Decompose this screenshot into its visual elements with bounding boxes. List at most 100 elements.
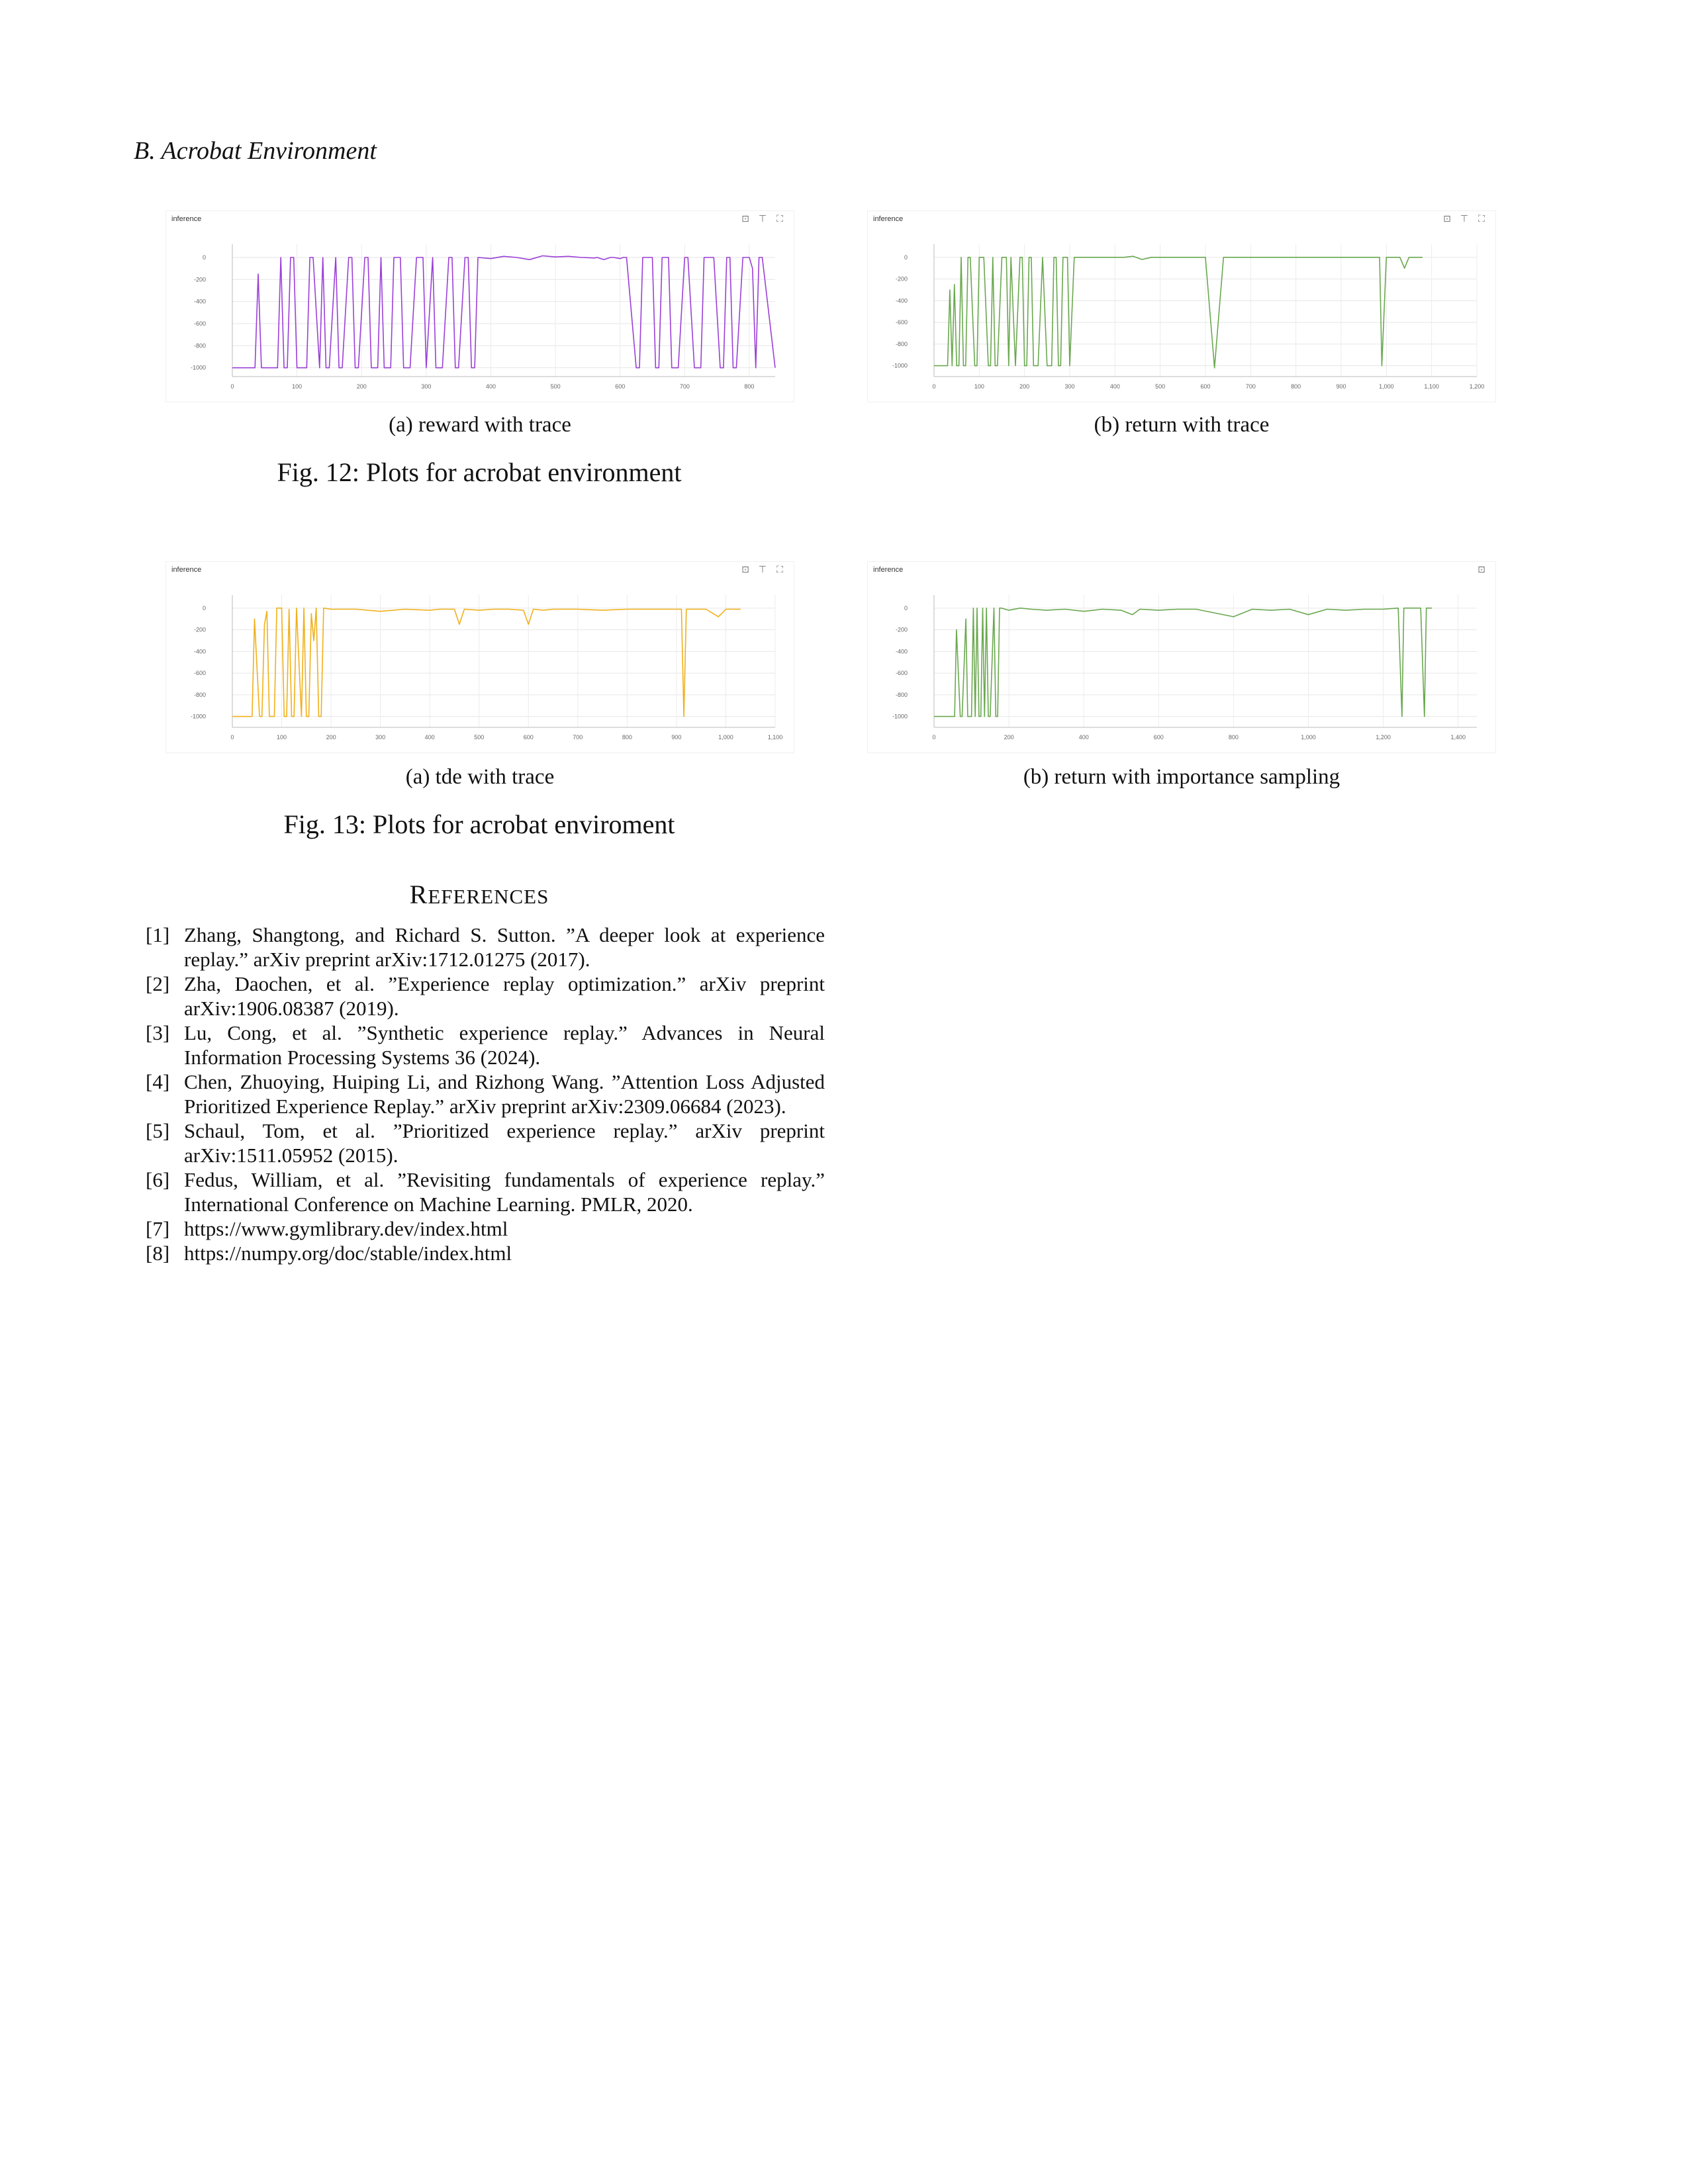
x-tick-label: 100 xyxy=(292,383,302,390)
y-tick-label: 0 xyxy=(203,605,206,612)
x-tick-label: 1,000 xyxy=(1379,383,1394,390)
x-tick-label: 600 xyxy=(615,383,625,390)
chart-title: inference xyxy=(873,566,904,574)
x-tick-label: 200 xyxy=(326,734,336,741)
x-tick-label: 1,400 xyxy=(1450,734,1466,741)
image-download-icon[interactable]: ⊡ xyxy=(1477,565,1485,575)
chart-title: inference xyxy=(171,566,202,574)
reference-item: [3] Lu, Cong, et al. ”Synthetic experienc… xyxy=(146,1021,825,1069)
chart-title: inference xyxy=(873,215,904,223)
x-tick-label: 500 xyxy=(474,734,484,741)
subcaption-return-with-trace: (b) return with trace xyxy=(1094,413,1270,437)
reference-item: [2] Zha, Daochen, et al. ”Experience repl… xyxy=(146,972,825,1020)
x-tick-label: 0 xyxy=(230,383,234,390)
section-heading: B. Acrobat Environment xyxy=(134,137,377,165)
y-tick-label: -600 xyxy=(896,319,908,326)
reward-with-trace-chart: 0 -200 -400 -600 -800 -1000 0 100 200 300 400 500 60… xyxy=(191,244,776,390)
x-tick-label: 500 xyxy=(1155,383,1165,390)
subcaption-tde-with-trace: (a) tde with trace xyxy=(405,765,555,789)
y-tick-label: -400 xyxy=(194,298,206,305)
x-tick-label: 700 xyxy=(573,734,583,741)
x-tick-label: 1,100 xyxy=(1424,383,1439,390)
x-tick-label: 400 xyxy=(486,383,496,390)
x-tick-label: 600 xyxy=(524,734,534,741)
expand-icon[interactable]: ⛶ xyxy=(776,214,783,224)
image-download-icon[interactable]: ⊡ xyxy=(741,565,749,575)
chart-panel-tde-with-trace: inference ⊡ ⊤ ⛶ 0 -200 -400 -600 -800 -1000 0 1… xyxy=(165,561,794,753)
return-with-trace-chart: 0 -200 -400 -600 -800 -1000 0 100 200 300 400 500 60… xyxy=(892,244,1485,390)
x-tick-label: 0 xyxy=(932,383,935,390)
figure-13-caption: Fig. 13: Plots for acrobat enviroment xyxy=(283,809,675,839)
y-tick-label: -800 xyxy=(194,692,206,698)
expand-icon[interactable]: ⛶ xyxy=(776,565,783,575)
x-tick-label: 200 xyxy=(1004,734,1014,741)
y-tick-label: -600 xyxy=(194,320,206,327)
chart-panel-return-with-trace: inference ⊡ ⊤ ⛶ 0 -200 -400 -600 -800 -1000 0 1… xyxy=(867,210,1496,402)
x-tick-label: 800 xyxy=(1229,734,1239,741)
y-tick-label: -400 xyxy=(896,648,908,655)
chart-panel-return-with-importance-sampling: inference ⊡ 0 -200 -400 -600 -800 -1000 0 200 40… xyxy=(867,561,1496,753)
x-tick-label: 1,200 xyxy=(1470,383,1485,390)
y-tick-label: -600 xyxy=(194,670,206,676)
series-line xyxy=(232,255,776,369)
x-tick-label: 800 xyxy=(622,734,632,741)
y-tick-label: -200 xyxy=(194,627,206,633)
x-tick-label: 800 xyxy=(744,383,754,390)
image-download-icon[interactable]: ⊡ xyxy=(1443,214,1451,224)
x-tick-label: 300 xyxy=(421,383,431,390)
x-tick-label: 1,200 xyxy=(1376,734,1391,741)
x-tick-label: 900 xyxy=(671,734,681,741)
x-tick-label: 100 xyxy=(277,734,287,741)
y-tick-label: 0 xyxy=(203,254,206,261)
x-tick-label: 800 xyxy=(1291,383,1301,390)
y-tick-label: -600 xyxy=(896,670,908,676)
x-tick-label: 300 xyxy=(375,734,385,741)
reference-item: [6] Fedus, William, et al. ”Revisiting fu… xyxy=(146,1168,825,1216)
y-tick-label: -400 xyxy=(896,297,908,304)
x-tick-label: 400 xyxy=(1110,383,1120,390)
y-tick-label: -200 xyxy=(896,627,908,633)
reference-item: [1] Zhang, Shangtong, and Richard S. Sutt… xyxy=(146,923,825,971)
subcaption-return-with-importance-sampling: (b) return with importance sampling xyxy=(1023,765,1340,789)
x-tick-label: 900 xyxy=(1336,383,1346,390)
chart-toolbar: ⊡ ⊤ ⛶ xyxy=(741,565,784,575)
reference-item: [8] https://numpy.org/doc/stable/index.ht… xyxy=(146,1242,512,1265)
pin-icon[interactable]: ⊤ xyxy=(758,565,767,575)
x-tick-label: 100 xyxy=(974,383,984,390)
x-tick-label: 1,000 xyxy=(1301,734,1316,741)
y-tick-label: -1000 xyxy=(191,713,206,720)
chart-title: inference xyxy=(171,215,202,223)
y-tick-label: 0 xyxy=(904,254,908,261)
y-tick-label: -200 xyxy=(896,276,908,283)
x-tick-label: 1,100 xyxy=(768,734,783,741)
y-tick-label: -200 xyxy=(194,276,206,283)
reference-item: [5] Schaul, Tom, et al. ”Prioritized expe… xyxy=(146,1119,825,1167)
y-tick-label: -1000 xyxy=(892,713,908,720)
figure-12-caption: Fig. 12: Plots for acrobat environment xyxy=(277,457,682,487)
chart-toolbar: ⊡ ⊤ ⛶ xyxy=(741,214,784,224)
reference-item: [4] Chen, Zhuoying, Huiping Li, and Rizho… xyxy=(146,1070,825,1118)
chart-panel-reward-with-trace: inference ⊡ ⊤ ⛶ 0 -200 -400 -600 -800 -1000 0 1… xyxy=(165,210,794,402)
image-download-icon[interactable]: ⊡ xyxy=(741,214,749,224)
y-tick-label: -800 xyxy=(194,342,206,349)
chart-toolbar: ⊡ ⊤ ⛶ xyxy=(1442,214,1486,224)
pin-icon[interactable]: ⊤ xyxy=(1460,214,1469,224)
x-tick-label: 0 xyxy=(932,734,935,741)
pin-icon[interactable]: ⊤ xyxy=(758,214,767,224)
x-tick-label: 200 xyxy=(357,383,367,390)
y-tick-label: -1000 xyxy=(892,363,908,369)
subcaption-reward-with-trace: (a) reward with trace xyxy=(389,413,571,437)
y-tick-label: -800 xyxy=(896,341,908,347)
x-tick-label: 400 xyxy=(425,734,435,741)
expand-icon[interactable]: ⛶ xyxy=(1478,214,1485,224)
chart-toolbar: ⊡ xyxy=(1477,565,1486,575)
x-tick-label: 500 xyxy=(551,383,561,390)
x-tick-label: 200 xyxy=(1019,383,1029,390)
series-line xyxy=(934,255,1423,369)
reference-item: [7] https://www.gymlibrary.dev/index.html xyxy=(146,1217,508,1240)
y-tick-label: 0 xyxy=(904,605,908,612)
x-tick-label: 0 xyxy=(230,734,234,741)
y-tick-label: -400 xyxy=(194,648,206,655)
series-line xyxy=(232,608,741,717)
series-line xyxy=(934,608,1432,717)
